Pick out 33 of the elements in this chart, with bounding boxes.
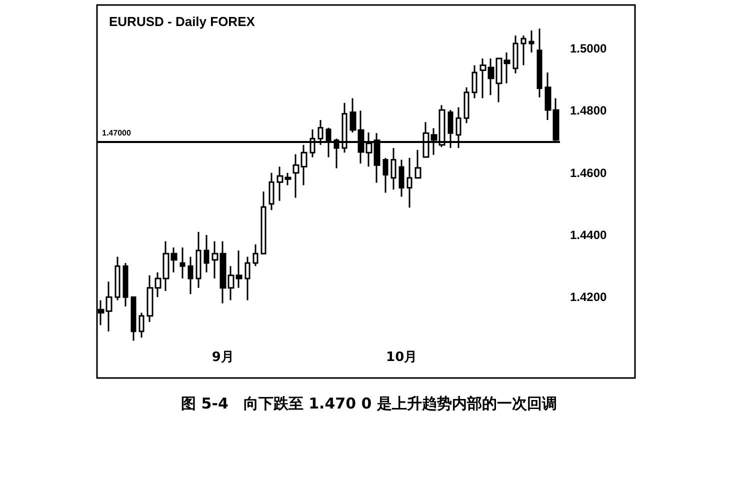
candlestick xyxy=(204,234,210,274)
candlestick xyxy=(196,231,202,289)
candlestick xyxy=(414,149,422,179)
candlestick xyxy=(252,244,258,267)
candlestick xyxy=(464,86,470,124)
y-tick-label: 1.4400 xyxy=(570,228,608,242)
candlestick xyxy=(472,64,478,99)
y-tick-label: 1.4200 xyxy=(570,290,608,304)
y-tick-label: 1.5000 xyxy=(570,42,608,56)
candlestick xyxy=(398,159,404,198)
candlestick xyxy=(130,296,136,342)
candlestick xyxy=(382,157,388,194)
candlestick xyxy=(244,256,250,302)
candlestick xyxy=(390,147,396,190)
y-tick-label: 1.4800 xyxy=(570,104,608,118)
candlestick xyxy=(180,246,186,280)
candlestick xyxy=(406,157,412,208)
x-tick-label: 9月 xyxy=(212,350,234,365)
candlestick xyxy=(188,256,194,295)
candlestick xyxy=(268,172,274,211)
candlestick xyxy=(122,262,128,308)
candlestick xyxy=(528,30,534,54)
candlestick xyxy=(260,190,266,254)
x-tick-label: 10月 xyxy=(386,350,418,365)
text: EURUSD - Daily FOREX xyxy=(109,14,256,29)
candlestick xyxy=(138,312,144,338)
candlestick xyxy=(512,34,518,74)
candlestick xyxy=(536,28,542,98)
candlestick xyxy=(520,34,526,66)
caption: 图 5-4 向下跌至 1.470 0 是上升趋势内部的一次回调 xyxy=(181,394,557,412)
y-tick-label: 1.4600 xyxy=(570,166,608,180)
ref-line-label: 1.47000 xyxy=(102,128,132,138)
candlestick xyxy=(114,256,120,302)
